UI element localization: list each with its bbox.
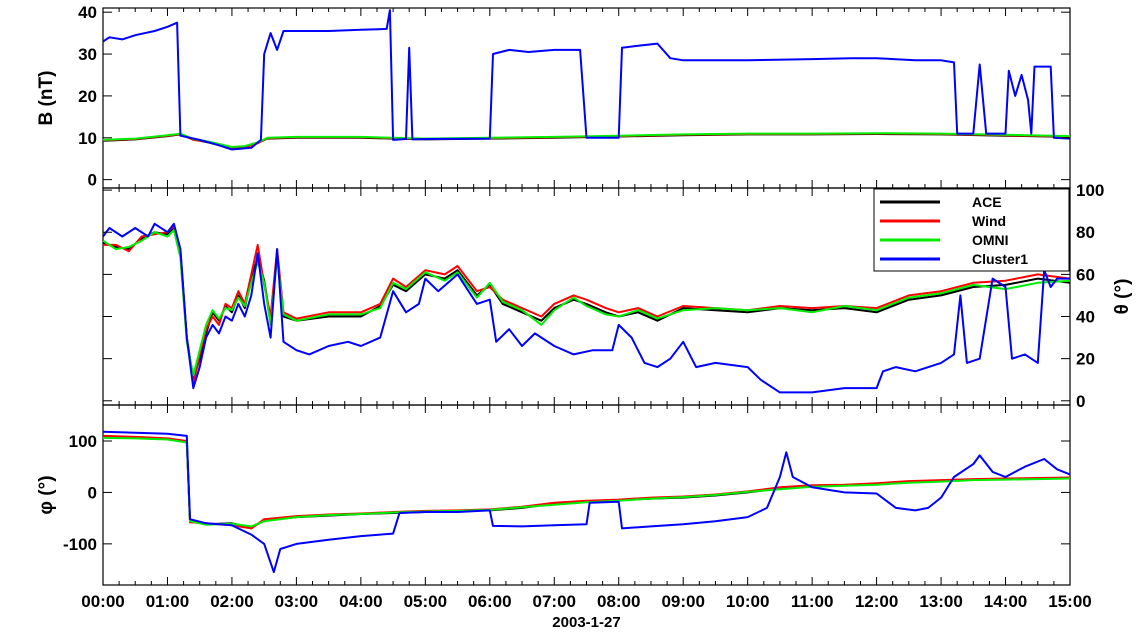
x-tick-label: 12:00 xyxy=(855,592,898,611)
series-line-B-cluster1 xyxy=(103,9,1070,151)
y-tick-label-phi: -100 xyxy=(63,535,97,554)
x-axis-date-label: 2003-1-27 xyxy=(552,614,620,631)
legend-label-cluster1: Cluster1 xyxy=(972,251,1028,267)
legend-label-omni: OMNI xyxy=(972,232,1009,248)
x-tick-label: 05:00 xyxy=(404,592,447,611)
series-line-theta-wind xyxy=(103,224,1070,385)
y-tick-label-phi: 0 xyxy=(88,483,97,502)
y-tick-label-B: 10 xyxy=(78,129,97,148)
y-tick-label-B: 40 xyxy=(78,3,97,22)
x-tick-label: 11:00 xyxy=(791,592,834,611)
x-tick-label: 13:00 xyxy=(919,592,962,611)
legend-label-ace: ACE xyxy=(972,194,1002,210)
series-line-phi-omni xyxy=(103,436,1070,528)
y-tick-label-B: 0 xyxy=(88,171,97,190)
y-tick-label-theta: 100 xyxy=(1076,181,1104,200)
legend-label-wind: Wind xyxy=(972,213,1006,229)
series-group-phi xyxy=(103,430,1070,574)
x-tick-label: 00:00 xyxy=(81,592,124,611)
x-tick-label: 02:00 xyxy=(210,592,253,611)
panel-frame-phi xyxy=(102,404,1071,586)
y-tick-label-B: 30 xyxy=(78,45,97,64)
series-layer xyxy=(103,9,1070,574)
series-group-theta xyxy=(103,222,1070,394)
series-line-phi-cluster1 xyxy=(103,430,1070,574)
series-line-theta-omni xyxy=(103,229,1070,377)
y-axis-title-phi: φ (°) xyxy=(36,475,57,514)
y-tick-label-theta: 0 xyxy=(1076,392,1085,411)
x-tick-label: 08:00 xyxy=(597,592,640,611)
x-tick-label: 09:00 xyxy=(661,592,704,611)
y-tick-label-theta: 20 xyxy=(1076,350,1095,369)
y-axis-title-B: B (nT) xyxy=(36,71,57,126)
x-tick-label: 04:00 xyxy=(339,592,382,611)
y-tick-label-phi: 100 xyxy=(69,432,97,451)
y-axis-title-theta: θ (°) xyxy=(1112,279,1133,315)
x-tick-label: 14:00 xyxy=(984,592,1027,611)
x-tick-label: 03:00 xyxy=(275,592,318,611)
axes-layer: 0 10 20 30 40 B (nT) 0 20 40 60 80 100 θ (°) -100 0 100… xyxy=(36,3,1133,631)
x-tick-label: 15:00 xyxy=(1048,592,1091,611)
legend: ACE Wind OMNI Cluster1 xyxy=(873,188,1070,272)
y-tick-label-theta: 80 xyxy=(1076,223,1095,242)
x-tick-label: 10:00 xyxy=(726,592,769,611)
x-tick-label: 07:00 xyxy=(533,592,576,611)
x-tick-label: 01:00 xyxy=(146,592,189,611)
y-tick-label-theta: 60 xyxy=(1076,265,1095,284)
y-tick-label-B: 20 xyxy=(78,87,97,106)
panel-frame-B xyxy=(102,7,1071,189)
x-tick-label: 06:00 xyxy=(468,592,511,611)
y-tick-label-theta: 40 xyxy=(1076,308,1095,327)
series-group-B xyxy=(103,9,1070,151)
series-line-theta-cluster1 xyxy=(103,222,1070,394)
